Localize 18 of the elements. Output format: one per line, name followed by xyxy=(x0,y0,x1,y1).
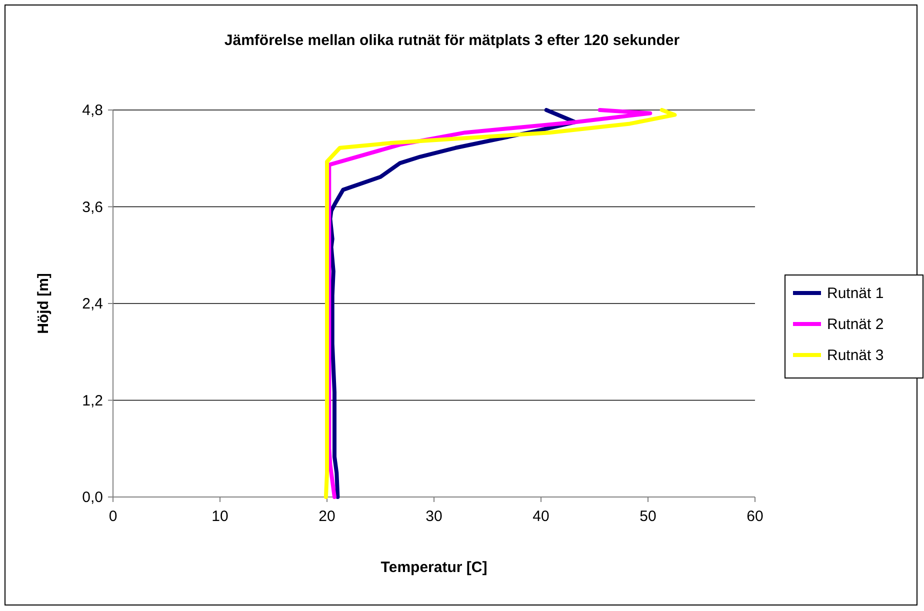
legend-label: Rutnät 3 xyxy=(827,347,884,364)
x-tick-label: 40 xyxy=(532,508,550,525)
chart-title: Jämförelse mellan olika rutnät för mätplats 3 efter 120 sekunder xyxy=(224,32,680,49)
y-tick-label: 1,2 xyxy=(82,392,103,410)
y-tick-label: 3,6 xyxy=(82,198,103,216)
x-tick-label: 0 xyxy=(108,508,118,525)
x-tick-label: 20 xyxy=(318,508,336,525)
x-tick-label: 10 xyxy=(212,508,228,525)
x-axis-title: Temperatur [C] xyxy=(380,559,488,576)
x-tick-label: 60 xyxy=(746,508,764,525)
y-tick-label: 4,8 xyxy=(82,102,103,119)
y-tick-label: 0,0 xyxy=(82,489,103,506)
y-axis-title: Höjd [m] xyxy=(35,273,52,334)
x-tick-label: 50 xyxy=(640,508,656,525)
x-tick-label: 30 xyxy=(426,508,442,525)
legend-label: Rutnät 1 xyxy=(827,285,884,302)
y-tick-label: 2,4 xyxy=(82,296,103,312)
legend-label: Rutnät 2 xyxy=(827,316,884,333)
